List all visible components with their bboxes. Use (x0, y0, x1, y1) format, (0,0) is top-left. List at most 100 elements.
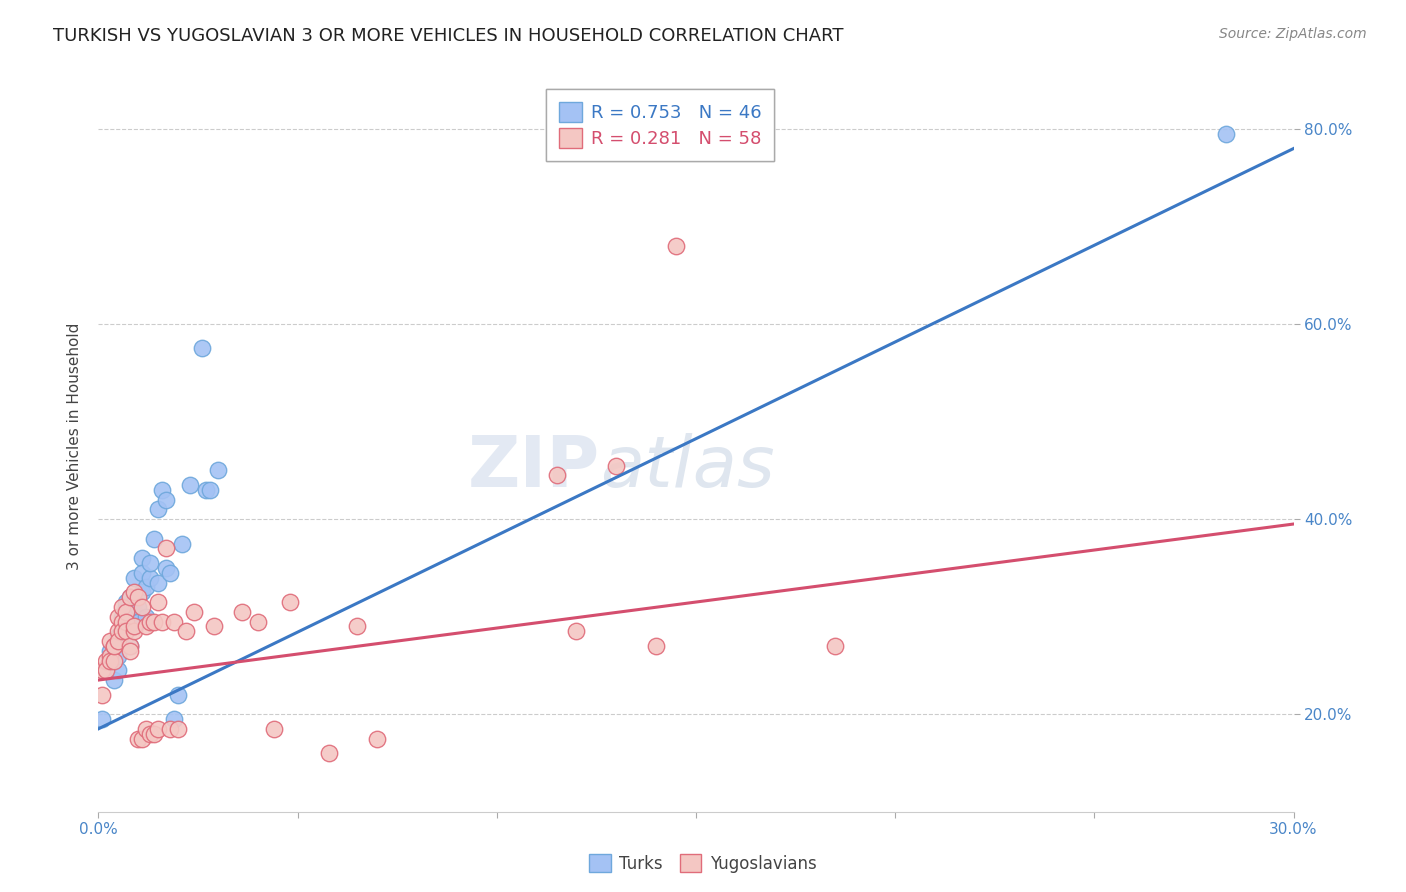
Point (127, 731, 149, 746)
Point (131, 551, 153, 566)
Point (135, 722, 157, 736)
Point (115, 599, 138, 614)
Point (131, 585, 153, 599)
Point (179, 478, 201, 492)
Point (150, 483, 173, 497)
Point (191, 342, 214, 356)
Point (148, 595, 170, 609)
Point (167, 722, 190, 736)
Point (124, 619, 146, 633)
Point (115, 595, 138, 609)
Point (91, 688, 114, 702)
Point (167, 688, 190, 702)
Point (131, 566, 153, 580)
Point (115, 615, 138, 629)
Text: atlas: atlas (600, 434, 775, 502)
Point (98, 644, 122, 658)
Point (124, 619, 146, 633)
Point (824, 639, 846, 653)
Point (115, 615, 138, 629)
Point (120, 590, 142, 604)
Point (96, 663, 118, 677)
Point (98, 648, 122, 663)
Point (605, 458, 627, 473)
Point (174, 624, 197, 639)
Point (120, 644, 142, 658)
Point (107, 663, 129, 677)
Point (366, 731, 388, 746)
Point (135, 609, 157, 624)
Point (139, 727, 162, 741)
Legend: Turks, Yugoslavians: Turks, Yugoslavians (583, 847, 823, 880)
Point (120, 639, 142, 653)
Point (665, 239, 688, 253)
Point (107, 634, 129, 648)
Text: Source: ZipAtlas.com: Source: ZipAtlas.com (1219, 27, 1367, 41)
Point (278, 595, 301, 609)
Point (131, 731, 153, 746)
Point (150, 615, 173, 629)
Point (143, 615, 166, 629)
Point (155, 541, 177, 556)
Point (143, 727, 166, 741)
Point (143, 532, 166, 546)
Point (96, 654, 118, 668)
Point (98, 654, 122, 668)
Point (107, 624, 129, 639)
Point (103, 654, 125, 668)
Point (1215, 127, 1237, 141)
Point (103, 639, 125, 653)
Point (139, 571, 162, 585)
Point (198, 483, 221, 497)
Point (98, 634, 122, 648)
Point (124, 624, 146, 639)
Point (124, 585, 146, 599)
Point (263, 722, 285, 736)
Text: ZIP: ZIP (468, 434, 600, 502)
Point (135, 619, 157, 633)
Point (135, 581, 157, 595)
Point (195, 483, 218, 497)
Point (346, 619, 368, 633)
Point (124, 605, 146, 619)
Text: TURKISH VS YUGOSLAVIAN 3 OR MORE VEHICLES IN HOUSEHOLD CORRELATION CHART: TURKISH VS YUGOSLAVIAN 3 OR MORE VEHICLE… (53, 27, 844, 45)
Point (103, 639, 125, 653)
Point (111, 615, 134, 629)
Point (565, 624, 588, 639)
Point (115, 624, 138, 639)
Point (111, 624, 134, 639)
Y-axis label: 3 or more Vehicles in Household: 3 or more Vehicles in Household (67, 322, 83, 570)
Point (91, 712, 114, 726)
Point (546, 468, 568, 483)
Point (111, 599, 134, 614)
Point (139, 556, 162, 570)
Point (127, 615, 149, 629)
Point (159, 566, 181, 580)
Point (159, 722, 181, 736)
Point (111, 624, 134, 639)
Point (115, 605, 138, 619)
Point (124, 571, 146, 585)
Point (103, 673, 125, 687)
Point (107, 609, 129, 624)
Point (120, 590, 142, 604)
Legend: R = 0.753   N = 46, R = 0.281   N = 58: R = 0.753 N = 46, R = 0.281 N = 58 (546, 89, 775, 161)
Point (172, 536, 194, 550)
Point (155, 561, 177, 575)
Point (127, 590, 149, 604)
Point (148, 722, 170, 736)
Point (120, 639, 142, 653)
Point (645, 639, 668, 653)
Point (107, 629, 129, 643)
Point (96, 663, 118, 677)
Point (98, 654, 122, 668)
Point (111, 609, 134, 624)
Point (107, 648, 129, 663)
Point (207, 463, 229, 477)
Point (318, 746, 340, 760)
Point (183, 605, 205, 619)
Point (231, 605, 253, 619)
Point (103, 639, 125, 653)
Point (120, 609, 142, 624)
Point (202, 619, 225, 633)
